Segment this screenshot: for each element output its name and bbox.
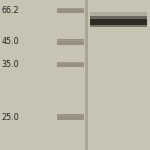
Bar xyxy=(90,16,147,17)
Text: 25.0: 25.0 xyxy=(2,112,19,122)
Bar xyxy=(90,22,147,23)
Bar xyxy=(57,115,84,116)
Bar xyxy=(90,25,147,26)
Text: 35.0: 35.0 xyxy=(2,60,19,69)
Bar xyxy=(57,114,84,120)
Bar xyxy=(90,21,147,22)
Bar xyxy=(90,18,147,19)
Bar xyxy=(57,40,84,41)
Bar xyxy=(90,23,147,24)
Text: 45.0: 45.0 xyxy=(2,38,19,46)
Bar xyxy=(57,8,84,9)
Bar xyxy=(90,20,147,21)
Bar xyxy=(57,39,84,45)
Bar xyxy=(90,19,147,20)
Bar xyxy=(57,62,84,67)
Bar xyxy=(90,26,147,27)
Bar xyxy=(90,17,147,18)
Text: 66.2: 66.2 xyxy=(2,6,19,15)
Bar xyxy=(90,24,147,25)
Bar xyxy=(57,62,84,63)
Bar xyxy=(90,13,147,14)
Bar xyxy=(90,14,147,15)
Bar xyxy=(57,8,84,13)
Bar xyxy=(90,12,147,13)
Bar xyxy=(85,0,88,150)
Bar xyxy=(90,15,147,16)
